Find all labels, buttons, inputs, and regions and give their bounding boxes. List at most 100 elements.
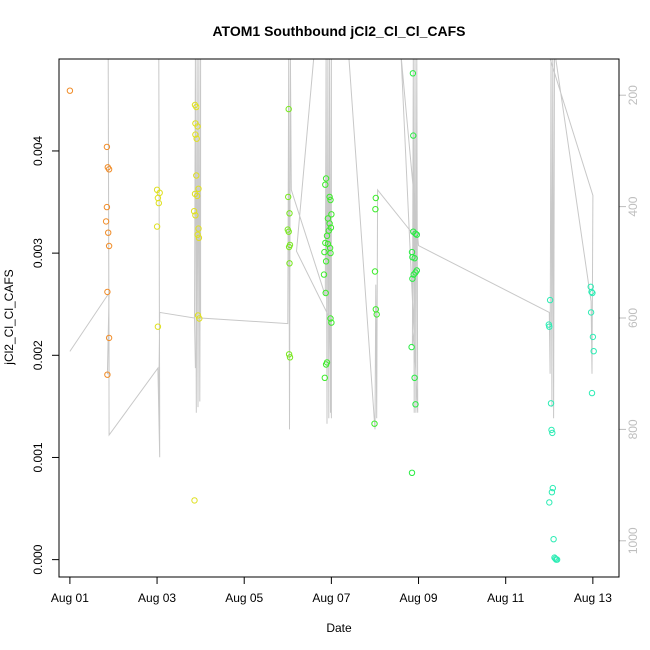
x-tick-label: Aug 13 <box>574 591 612 605</box>
data-point <box>192 212 199 219</box>
data-point <box>191 497 198 504</box>
data-point <box>373 311 380 318</box>
data-point <box>321 374 328 381</box>
secondary-tick-label: 600 <box>626 308 640 328</box>
data-point <box>409 275 416 282</box>
y-tick-label: 0.004 <box>31 136 45 166</box>
data-point <box>105 242 113 250</box>
data-point <box>322 258 330 265</box>
y-tick-label: 0.002 <box>31 340 45 370</box>
data-point <box>546 499 553 506</box>
data-point <box>153 223 161 230</box>
data-point <box>548 489 556 496</box>
data-point <box>193 103 200 111</box>
x-tick-label: Aug 03 <box>138 591 176 605</box>
x-axis-label: Date <box>326 621 352 635</box>
x-tick-label: Aug 05 <box>225 591 263 605</box>
secondary-tick-label: 400 <box>626 196 640 216</box>
data-point <box>412 401 419 408</box>
points-layer <box>66 70 597 563</box>
axes-layer: Aug 01 Aug 03 Aug 05 Aug 07 Aug 09 Aug 11 Aug … <box>31 85 640 605</box>
trace-line <box>69 59 594 458</box>
data-point <box>323 232 331 240</box>
data-point <box>548 426 555 434</box>
data-point <box>327 249 334 257</box>
data-point <box>326 220 333 227</box>
data-point <box>413 231 420 238</box>
data-point <box>194 231 201 238</box>
data-point <box>371 420 378 427</box>
data-point <box>409 70 417 77</box>
data-point <box>588 288 595 296</box>
data-point <box>327 315 334 322</box>
data-point <box>321 248 328 256</box>
data-point <box>154 323 162 330</box>
data-point <box>322 181 329 188</box>
data-point <box>285 228 292 235</box>
plot-frame <box>58 58 620 578</box>
data-point <box>102 218 110 225</box>
data-point <box>191 190 199 198</box>
data-point <box>328 319 335 326</box>
y-axis-label: jCl2_Cl_Cl_CAFS <box>2 269 16 365</box>
data-point <box>326 193 333 201</box>
data-point <box>328 211 335 218</box>
x-tick-label: Aug 11 <box>487 591 524 605</box>
data-point <box>286 354 294 361</box>
data-point <box>193 172 200 179</box>
data-point <box>322 361 330 368</box>
y-tick-label: 0.003 <box>31 238 45 268</box>
data-point <box>546 323 553 330</box>
data-point <box>285 243 293 251</box>
data-point <box>105 166 113 173</box>
data-point <box>103 143 111 151</box>
data-point <box>372 194 379 202</box>
data-point <box>590 348 597 355</box>
data-point <box>155 199 163 207</box>
data-point <box>371 268 379 275</box>
data-point <box>322 175 330 182</box>
secondary-tick-label: 800 <box>626 419 640 439</box>
x-tick-label: Aug 01 <box>51 591 89 605</box>
x-tick-label: Aug 07 <box>312 591 350 605</box>
data-point <box>587 309 595 316</box>
data-point <box>285 351 293 358</box>
data-point <box>104 288 111 296</box>
data-point <box>66 87 74 94</box>
data-point <box>553 556 561 563</box>
data-point <box>589 289 596 297</box>
data-point <box>588 389 596 397</box>
data-point <box>195 225 202 232</box>
data-point <box>105 229 112 236</box>
data-point <box>285 105 292 113</box>
data-point <box>190 208 198 215</box>
data-point <box>549 484 556 492</box>
data-point <box>320 271 328 278</box>
data-point <box>408 343 415 351</box>
data-point <box>410 271 417 278</box>
data-point <box>105 334 113 342</box>
data-point <box>322 289 329 297</box>
data-point <box>196 315 203 322</box>
data-point <box>286 210 293 217</box>
data-point <box>192 131 199 138</box>
secondary-tick-label: 1000 <box>626 527 640 554</box>
data-point <box>589 333 597 341</box>
data-point <box>285 193 292 201</box>
data-point <box>195 234 203 242</box>
data-point <box>195 185 202 193</box>
data-point <box>194 312 202 319</box>
data-point <box>104 371 111 378</box>
data-point <box>410 132 417 139</box>
data-point <box>550 536 557 543</box>
data-point <box>412 230 419 237</box>
data-point <box>193 192 201 200</box>
data-point <box>372 206 379 213</box>
y-tick-label: 0.001 <box>31 442 45 472</box>
trace-layer <box>69 59 594 458</box>
x-tick-label: Aug 09 <box>400 591 438 605</box>
data-point <box>549 429 556 437</box>
data-point <box>546 296 554 304</box>
secondary-tick-label: 200 <box>626 85 640 105</box>
